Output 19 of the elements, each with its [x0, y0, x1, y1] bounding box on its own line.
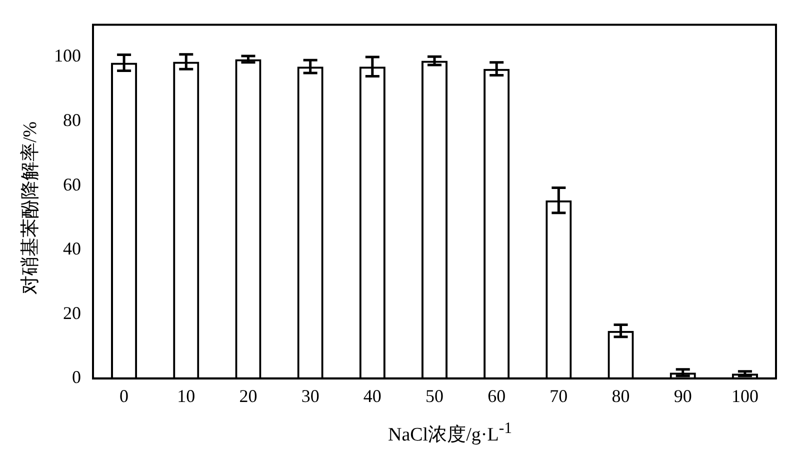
x-tick-label: 50 — [426, 386, 444, 406]
x-axis-title: NaCl浓度/g·L$^{-1}$ — [386, 420, 513, 448]
y-tick-label: 20 — [63, 302, 81, 323]
y-tick-label: 60 — [63, 174, 81, 194]
y-tick-label: 0 — [72, 367, 81, 388]
x-tick-label: 60 — [488, 386, 506, 406]
x-tick-label: 70 — [550, 386, 568, 406]
x-tick-label: 40 — [363, 386, 382, 406]
x-tick-label: 90 — [674, 386, 692, 406]
y-axis-title: 对硝基苯酚降解率/% — [19, 121, 42, 295]
x-tick-label: 100 — [731, 386, 758, 406]
x-tick-label: 30 — [301, 386, 320, 406]
y-tick-label: 80 — [63, 110, 81, 130]
x-tick-label: 10 — [177, 386, 196, 406]
y-tick-label: 40 — [63, 238, 81, 259]
x-tick-label: 20 — [239, 386, 258, 406]
x-tick-label: 0 — [120, 386, 129, 406]
x-tick-label: 80 — [612, 386, 630, 406]
y-tick-label: 100 — [54, 46, 81, 66]
